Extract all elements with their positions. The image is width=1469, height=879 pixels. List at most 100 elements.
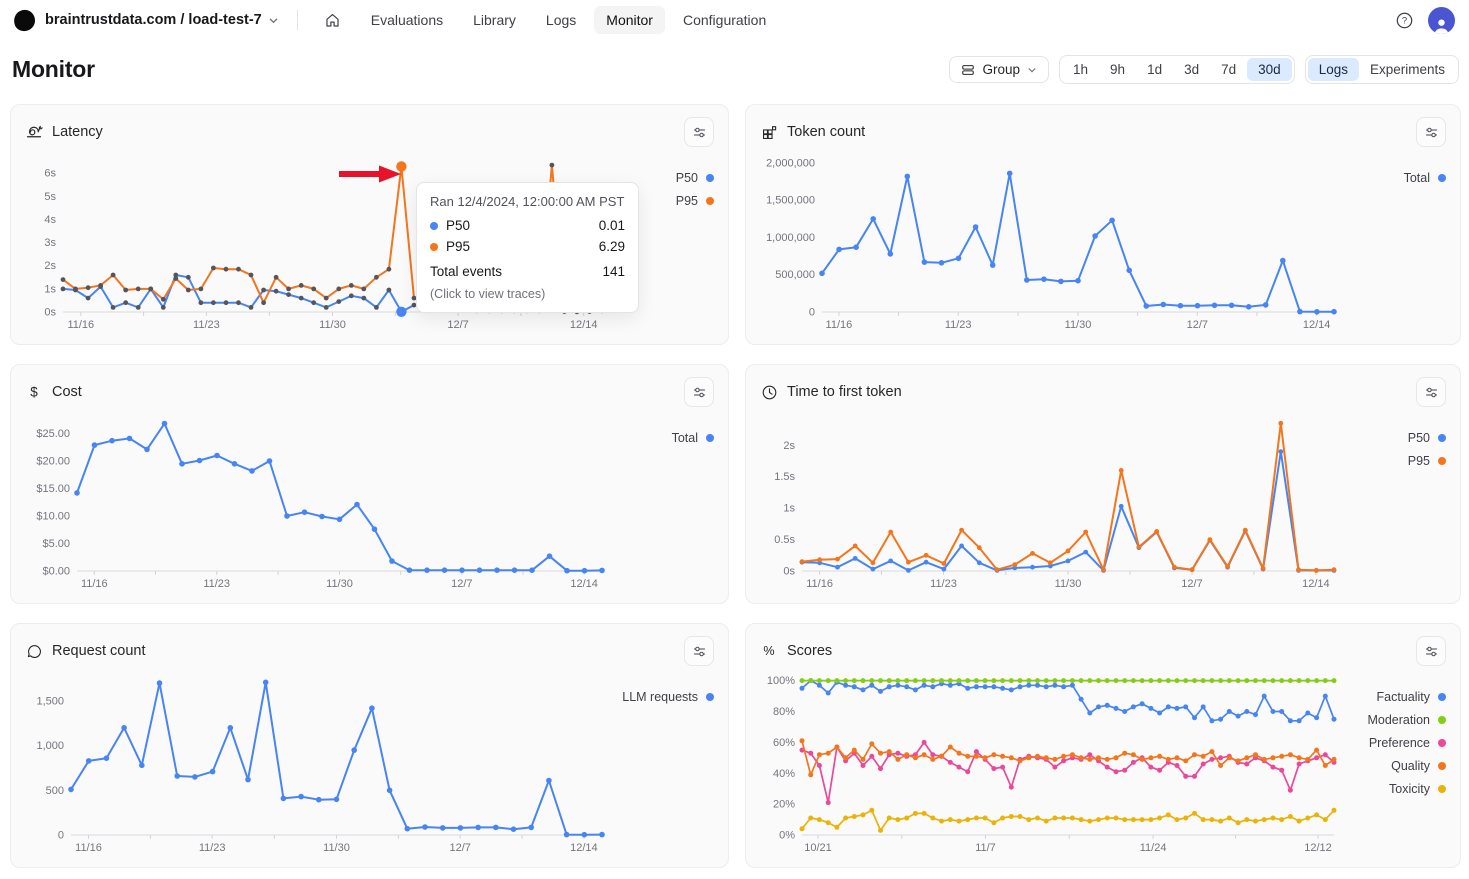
svg-text:500,000: 500,000 xyxy=(775,269,815,281)
p50-dot xyxy=(430,221,438,230)
svg-text:0s: 0s xyxy=(783,566,795,578)
svg-text:0.5s: 0.5s xyxy=(774,534,795,546)
svg-text:12/14: 12/14 xyxy=(570,578,598,590)
svg-text:11/30: 11/30 xyxy=(326,578,353,590)
nav-item-configuration[interactable]: Configuration xyxy=(682,12,767,28)
legend-item-toxicity[interactable]: Toxicity xyxy=(1342,782,1446,796)
token-grid-icon xyxy=(760,124,778,141)
group-label: Group xyxy=(982,62,1020,77)
project-breadcrumb[interactable]: braintrustdata.com / load-test-7 xyxy=(45,12,279,28)
chart-legend: Total xyxy=(1342,147,1446,332)
home-button[interactable] xyxy=(316,7,349,34)
svg-text:6s: 6s xyxy=(44,168,56,180)
svg-text:12/14: 12/14 xyxy=(1302,578,1330,590)
svg-text:10/21: 10/21 xyxy=(804,842,832,854)
range-30d[interactable]: 30d xyxy=(1247,58,1292,81)
range-7d[interactable]: 7d xyxy=(1210,58,1247,81)
svg-text:500: 500 xyxy=(46,785,64,797)
svg-text:1.5s: 1.5s xyxy=(774,471,795,483)
nav-item-logs[interactable]: Logs xyxy=(545,12,577,28)
sliders-icon xyxy=(1425,646,1437,656)
tooltip-total-label: Total events xyxy=(430,264,503,279)
range-1h[interactable]: 1h xyxy=(1062,58,1099,81)
range-9h[interactable]: 9h xyxy=(1099,58,1136,81)
chart-legend: Factuality Moderation Preference Quality Tox… xyxy=(1342,666,1446,855)
home-icon xyxy=(326,13,339,27)
sliders-icon xyxy=(693,646,705,656)
legend-item-quality[interactable]: Quality xyxy=(1342,759,1446,773)
svg-text:0s: 0s xyxy=(44,307,56,319)
cost-chart[interactable]: $25.00 $20.00 $15.00 $10.00 $5.00 $0.00 11/16 1… xyxy=(25,407,610,591)
snail-icon xyxy=(25,123,43,141)
request-count-chart[interactable]: 1,500 1,000 500 0 11/16 11/23 11/30 12/7 12/14 xyxy=(25,666,610,855)
legend-dot xyxy=(706,693,714,701)
chart-title: Latency xyxy=(52,124,103,140)
card-token-count: Token count 2,000,000 1,500,000 1,000,000 5… xyxy=(745,104,1461,345)
svg-text:1,000: 1,000 xyxy=(36,740,64,752)
legend-dot xyxy=(1438,174,1446,182)
nav-item-library[interactable]: Library xyxy=(473,12,516,28)
annotation-arrow-icon xyxy=(339,165,401,183)
chart-settings-button[interactable] xyxy=(684,377,714,407)
chart-settings-button[interactable] xyxy=(1416,117,1446,147)
view-experiments[interactable]: Experiments xyxy=(1359,58,1456,81)
nav-item-monitor[interactable]: Monitor xyxy=(594,6,665,34)
svg-text:11/7: 11/7 xyxy=(975,842,996,854)
legend-item-factuality[interactable]: Factuality xyxy=(1342,690,1446,704)
legend-item-p95[interactable]: P95 xyxy=(610,194,714,208)
chart-settings-button[interactable] xyxy=(684,117,714,147)
percent-icon: % xyxy=(760,642,778,660)
sliders-icon xyxy=(1425,127,1437,137)
tooltip-p95-value: 6.29 xyxy=(598,239,625,254)
chart-tooltip[interactable]: Ran 12/4/2024, 12:00:00 AM PST P50 0.01 … xyxy=(416,182,639,313)
svg-text:12/7: 12/7 xyxy=(1187,319,1208,331)
chevron-down-icon xyxy=(269,17,278,23)
chart-legend: LLM requests xyxy=(610,666,714,855)
avatar[interactable] xyxy=(1428,6,1455,34)
svg-text:$: $ xyxy=(30,385,38,400)
range-group: 1h 9h 1d 3d 7d 30d xyxy=(1059,55,1295,84)
chart-settings-button[interactable] xyxy=(684,636,714,666)
legend-dot xyxy=(1438,457,1446,465)
p95-dot xyxy=(430,242,438,251)
svg-text:2s: 2s xyxy=(44,260,56,272)
legend-item-total[interactable]: Total xyxy=(610,431,714,445)
help-button[interactable]: ? xyxy=(1395,11,1414,30)
nav-divider xyxy=(296,10,298,30)
range-1d[interactable]: 1d xyxy=(1136,58,1173,81)
token-count-chart[interactable]: 2,000,000 1,500,000 1,000,000 500,000 0 11/16… xyxy=(760,147,1342,332)
svg-text:1s: 1s xyxy=(783,503,795,515)
svg-text:40%: 40% xyxy=(773,768,795,780)
legend-dot xyxy=(706,197,714,205)
legend-item-p50[interactable]: P50 xyxy=(1342,431,1446,445)
legend-item-llm-requests[interactable]: LLM requests xyxy=(610,690,714,704)
legend-item-p95[interactable]: P95 xyxy=(1342,454,1446,468)
legend-dot xyxy=(1438,716,1446,724)
card-request-count: Request count 1,500 1,000 500 0 11/16 11/23 11… xyxy=(10,623,729,868)
svg-text:20%: 20% xyxy=(773,799,795,811)
svg-text:0%: 0% xyxy=(779,830,795,842)
view-logs[interactable]: Logs xyxy=(1307,58,1359,81)
scores-chart[interactable]: 100% 80% 60% 40% 20% 0% 10/21 11/7 11/24 12/12 xyxy=(760,666,1342,855)
svg-text:%: % xyxy=(763,644,774,658)
legend-item-p50[interactable]: P50 xyxy=(610,171,714,185)
legend-item-preference[interactable]: Preference xyxy=(1342,736,1446,750)
range-3d[interactable]: 3d xyxy=(1173,58,1210,81)
nav-links: Evaluations Library Logs Monitor Configu… xyxy=(359,6,779,34)
ttft-chart[interactable]: 2s 1.5s 1s 0.5s 0s 11/16 11/23 11/30 12/7 12/14 xyxy=(760,407,1342,591)
legend-item-total[interactable]: Total xyxy=(1342,171,1446,185)
legend-dot xyxy=(706,434,714,442)
chart-title: Scores xyxy=(787,643,833,659)
chart-title: Cost xyxy=(52,384,82,400)
svg-text:11/16: 11/16 xyxy=(826,319,853,331)
legend-dot xyxy=(1438,739,1446,747)
svg-text:100%: 100% xyxy=(767,675,795,687)
chart-settings-button[interactable] xyxy=(1416,377,1446,407)
nav-item-evaluations[interactable]: Evaluations xyxy=(370,12,444,28)
svg-text:1s: 1s xyxy=(44,283,56,295)
svg-text:11/16: 11/16 xyxy=(67,319,94,331)
group-button[interactable]: Group xyxy=(949,56,1049,83)
chart-settings-button[interactable] xyxy=(1416,636,1446,666)
help-icon: ? xyxy=(1396,12,1413,28)
legend-item-moderation[interactable]: Moderation xyxy=(1342,713,1446,727)
